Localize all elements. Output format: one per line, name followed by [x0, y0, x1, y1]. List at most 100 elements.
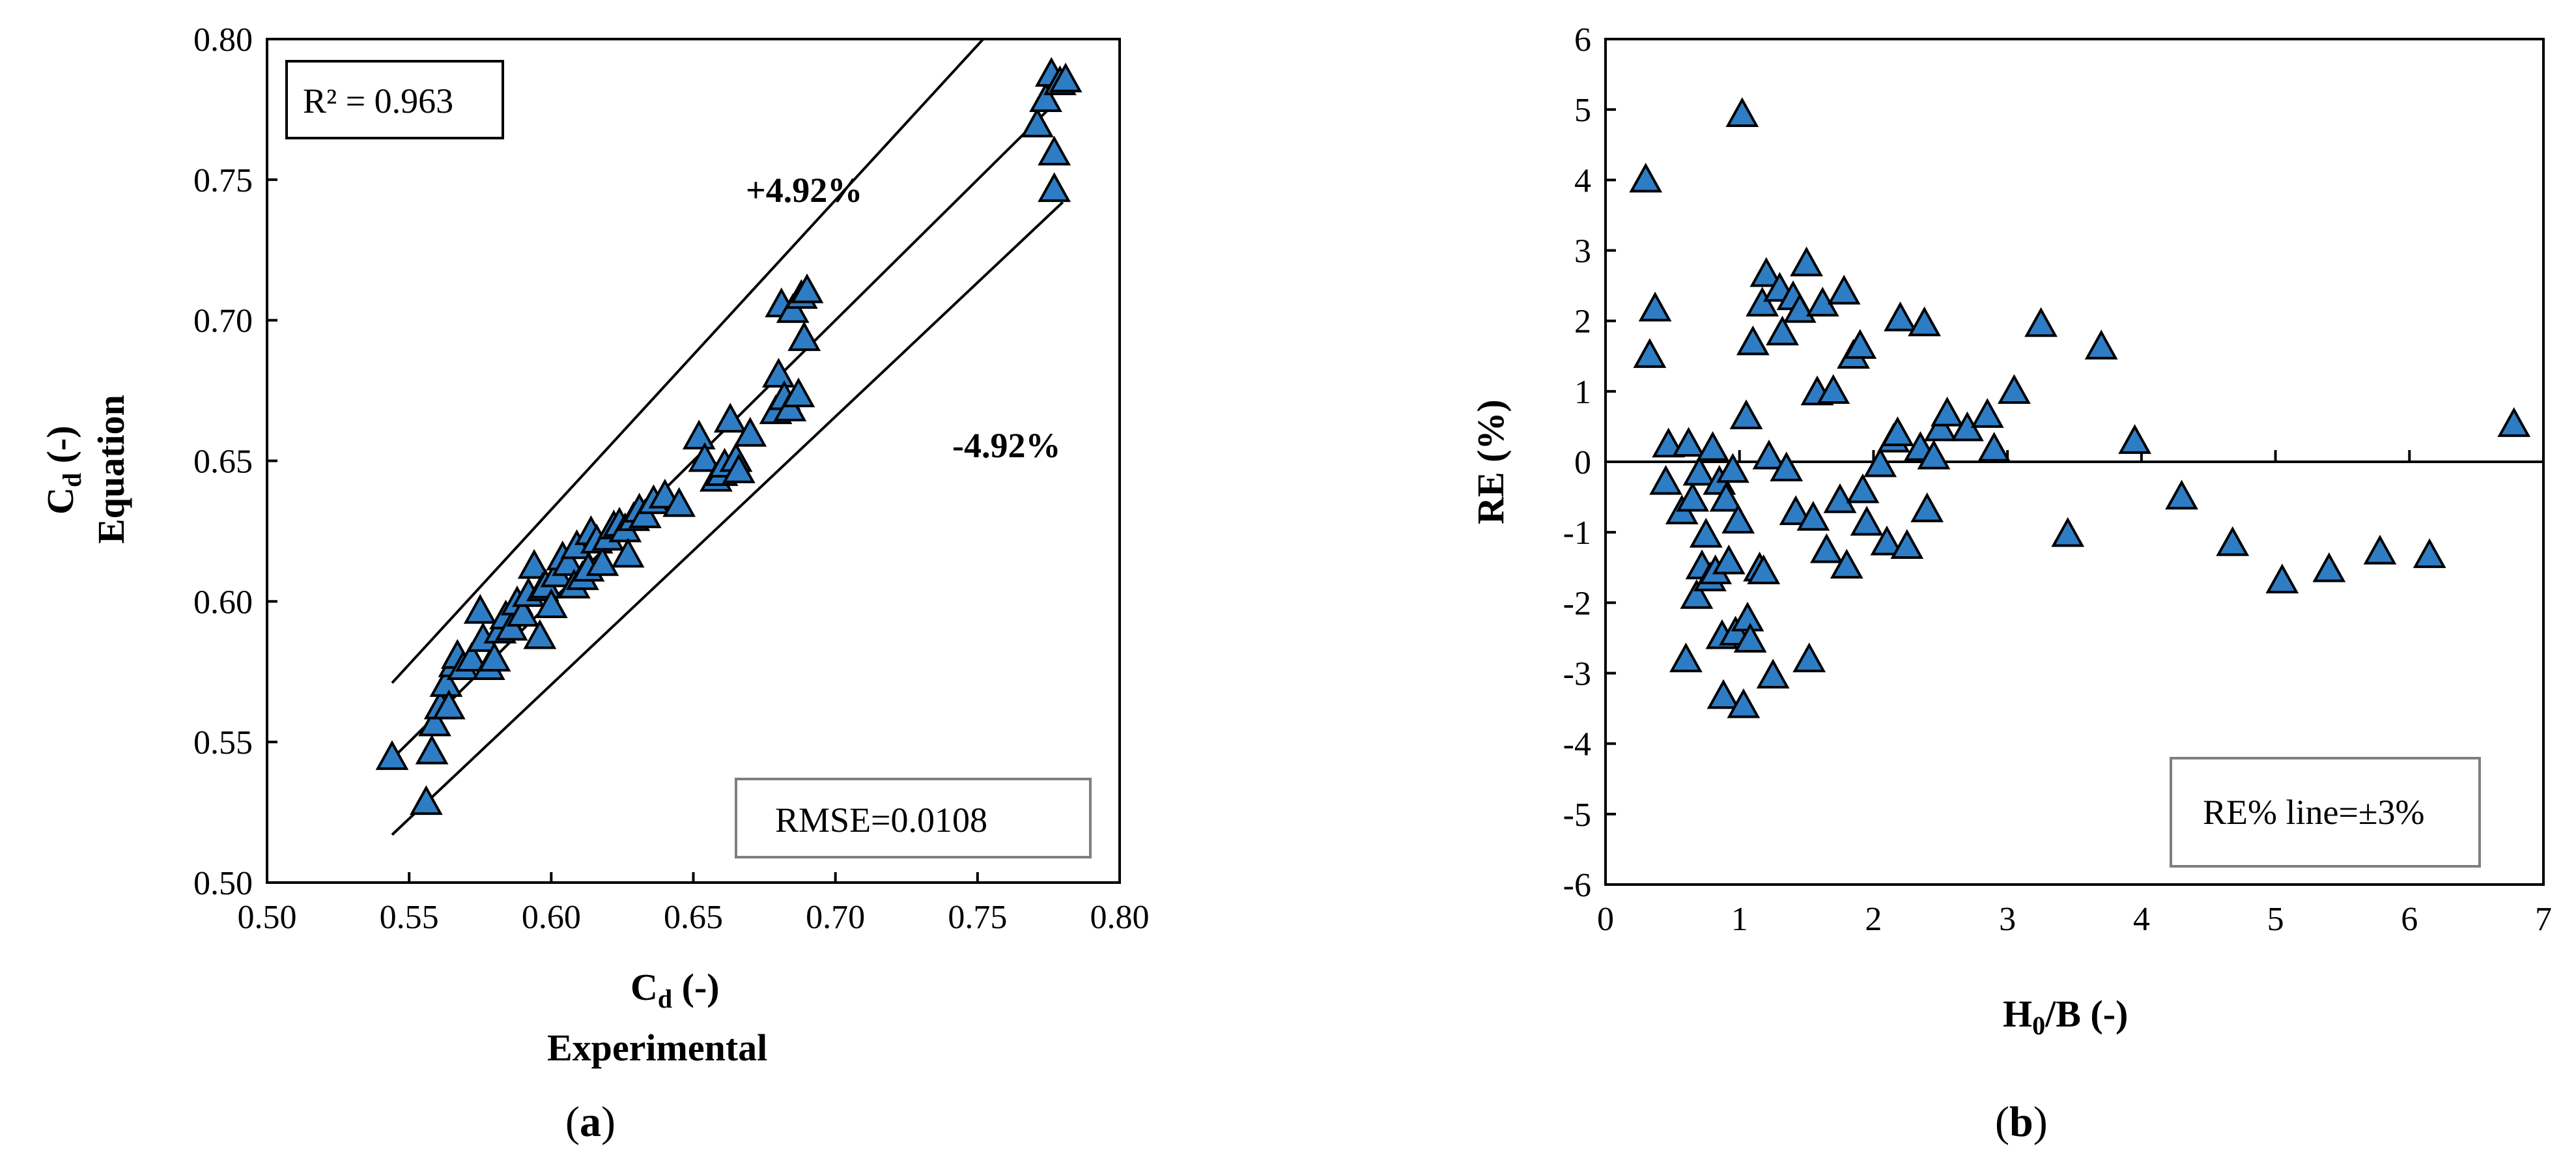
panel-a-marks: 0.50 0.55 0.60 0.65 0.70 0.75 0.80 0.50 0.55 0.60… — [193, 21, 1150, 936]
panel-a-y-tick-label: 0.65 — [193, 444, 253, 481]
panel-a-data-point — [517, 548, 551, 579]
panel-a-line-upper — [391, 38, 985, 684]
panel-b-data-point — [1766, 315, 1799, 346]
panel-b-data-point — [1779, 495, 1813, 526]
panel-b-y-tick-label: -5 — [1563, 797, 1591, 834]
upper-band-label: +4.92% — [746, 171, 862, 210]
r2-box — [285, 60, 504, 139]
panel-a-x-tick-label: 0.70 — [806, 899, 865, 936]
panel-b-data-point — [2084, 330, 2118, 360]
panel-b-data-point — [1649, 464, 1682, 495]
panel-a-x-tick-label: 0.55 — [380, 899, 439, 936]
panel-a-data-point — [409, 785, 443, 815]
panel-b-chart: 0 1 2 3 4 5 6 7 -6 -5 -4 -3 -2 -1 0 1 2 3 4 5 6 RE% line=±3%… — [1469, 21, 2552, 1146]
panel-b-data-point — [1796, 501, 1830, 531]
lower-band-label: -4.92% — [952, 426, 1060, 465]
panel-a-data-point — [477, 642, 511, 672]
panel-a-data-point — [523, 619, 557, 649]
panel-b-y-tick-label: 3 — [1574, 233, 1591, 270]
panel-b-data-point — [1633, 338, 1667, 368]
panel-b-x-tick-label: 6 — [2401, 901, 2418, 938]
panel-a-y-tick-label: 0.55 — [193, 724, 253, 761]
panel-b-plot-frame — [1604, 38, 2545, 886]
panel-b-data-point — [1712, 545, 1746, 574]
panel-b-data-point — [1881, 416, 1914, 446]
panel-b-data-point — [2312, 552, 2346, 582]
panel-a-data-point — [790, 273, 824, 304]
panel-b-data-point — [2265, 563, 2299, 594]
re-line-label: RE% line=±3% — [2203, 793, 2425, 832]
panel-b-x-tick-label: 5 — [2267, 901, 2284, 938]
panel-b-data-point — [1827, 274, 1861, 305]
panel-b-x-tick-label: 2 — [1865, 901, 1882, 938]
panel-a-data-point — [688, 442, 722, 472]
panel-a-x-tick-label: 0.80 — [1090, 899, 1150, 936]
panel-b-data-point — [1770, 451, 1804, 482]
panel-b-data-point — [1790, 246, 1823, 277]
panel-a-data-point — [455, 642, 488, 672]
panel-a-line-lower — [391, 201, 1064, 836]
panel-b-y-tick-label: -1 — [1563, 515, 1591, 552]
panel-a-data-point — [506, 597, 540, 627]
panel-a-data-point — [1038, 172, 1071, 203]
panel-b-data-point — [1652, 427, 1686, 458]
panel-b-data-point — [1709, 481, 1743, 512]
panel-a-data-point — [432, 689, 466, 720]
panel-b-data-point — [2363, 534, 2397, 565]
panel-b-data-point — [1629, 162, 1663, 193]
panel-b-y-axis-title: RE (%) — [1469, 399, 1512, 524]
panel-a-data-point — [1021, 107, 1054, 137]
panel-a-x-tick-label: 0.60 — [522, 899, 581, 936]
panel-b-data-point — [1729, 399, 1763, 429]
panel-b-y-tick-label: -6 — [1563, 867, 1591, 904]
panel-b-data-point — [1689, 517, 1723, 548]
panel-b-label: (b) — [1995, 1098, 2048, 1146]
panel-b-data-point — [1863, 447, 1897, 477]
panel-a-y-tick-label: 0.70 — [193, 303, 253, 340]
panel-b-data-point — [2497, 407, 2531, 437]
panel-b-y-tick-label: -3 — [1563, 656, 1591, 693]
panel-a-y-title-symbol: Cd (-) — [39, 425, 87, 515]
panel-a-x-title-symbol: Cd (-) — [630, 966, 720, 1013]
panel-b-data-point — [1716, 453, 1749, 483]
panel-b-data-point — [1752, 439, 1786, 470]
panel-b-data-point — [2024, 307, 2058, 337]
panel-b-data-point — [1817, 374, 1850, 404]
panel-b-data-point — [1843, 329, 1877, 359]
panel-b-data-point — [1931, 396, 1964, 427]
panel-b-data-point — [1970, 398, 2004, 428]
panel-b-data-point — [1672, 427, 1705, 457]
panel-a-y-tick-label: 0.60 — [193, 584, 253, 621]
panel-b-y-tick-label: 0 — [1574, 444, 1591, 481]
panel-a-plot-frame — [266, 38, 1121, 884]
panel-a-data-point — [722, 453, 756, 483]
panel-a-data-point — [733, 416, 767, 447]
panel-b-x-tick-label: 0 — [1597, 901, 1614, 938]
panel-b-data-point — [1910, 492, 1944, 522]
panel-b-data-point — [1977, 432, 2011, 462]
panel-b-data-point — [1850, 505, 1884, 536]
panel-a-data-point — [1049, 63, 1083, 92]
panel-a-data-point — [682, 419, 716, 450]
panel-b-data-point — [1846, 473, 1880, 503]
panel-b-data-point — [1923, 411, 1957, 442]
panel-a-data-point — [415, 734, 449, 765]
panel-b-data-point — [1756, 659, 1790, 689]
panel-b-data-point — [2216, 526, 2250, 556]
panel-b-data-point — [1682, 455, 1716, 486]
panel-b-data-point — [1908, 306, 1941, 337]
panel-a-data-point — [662, 487, 696, 517]
panel-b-x-axis-title: H0/B (-) — [2003, 993, 2128, 1040]
panel-a-data-point — [552, 546, 585, 576]
panel-a-data-point — [762, 358, 795, 388]
panel-b-data-point — [1917, 439, 1951, 470]
panel-b-data-point — [1747, 554, 1781, 584]
panel-a-y-title-line2: Equation — [90, 395, 132, 544]
panel-b-data-point — [1746, 287, 1779, 317]
panel-a-data-point — [534, 588, 568, 619]
panel-a-y-tick-label: 0.75 — [193, 162, 253, 199]
panel-b-marks: 0 1 2 3 4 5 6 7 -6 -5 -4 -3 -2 -1 0 1 2 3 4 5 6 — [1563, 21, 2552, 938]
panel-b-y-tick-label: 5 — [1574, 92, 1591, 129]
panel-b-data-point — [1725, 97, 1759, 127]
